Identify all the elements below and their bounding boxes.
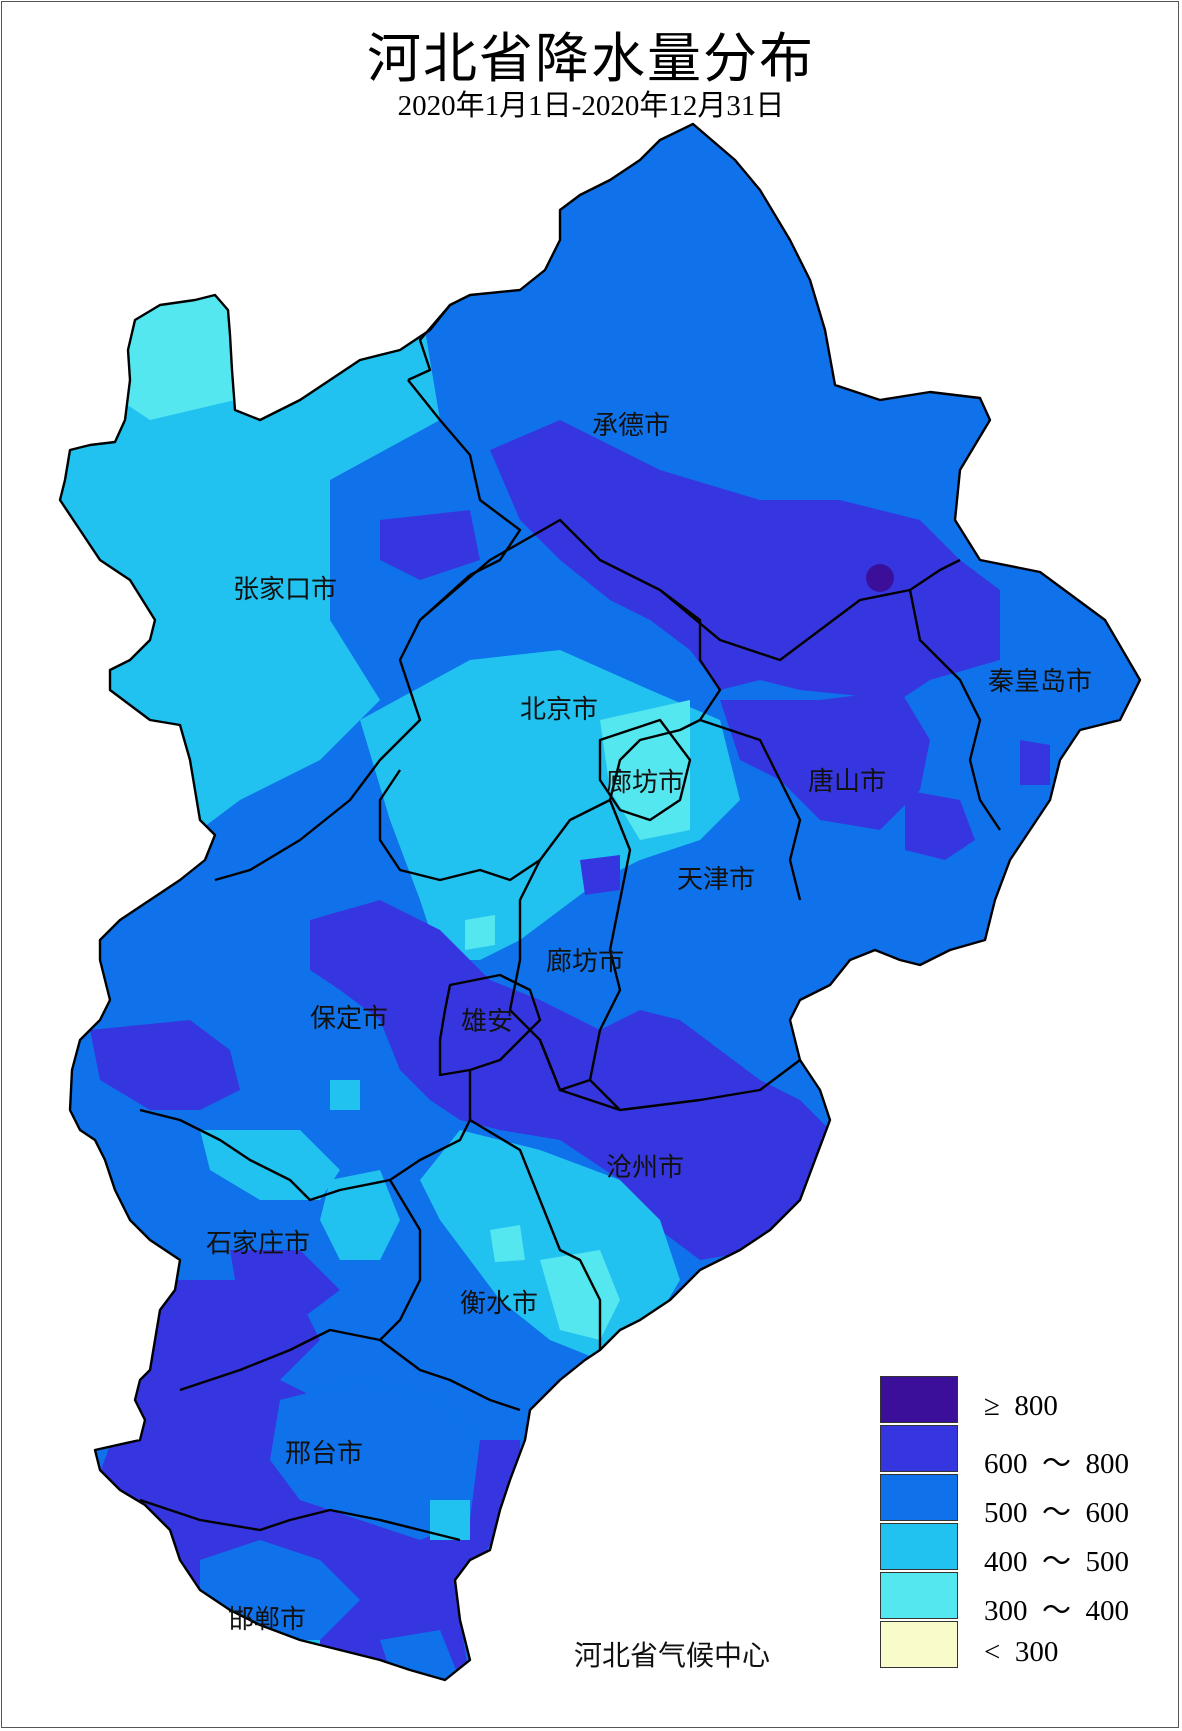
city-label-qinhuangdao: 秦皇岛市 bbox=[988, 667, 1092, 697]
city-label-zhangjiakou: 张家口市 bbox=[233, 575, 337, 605]
city-label-cangzhou: 沧州市 bbox=[606, 1153, 684, 1183]
legend-swatch-400-500 bbox=[880, 1523, 958, 1570]
city-label-handan: 邯郸市 bbox=[228, 1605, 306, 1635]
legend-label-500-600: 500 ～ 600 bbox=[984, 1497, 1130, 1529]
city-label-tianjin: 天津市 bbox=[677, 865, 755, 895]
legend-swatch-800-plus bbox=[880, 1376, 958, 1423]
city-label-chengde: 承德市 bbox=[592, 411, 670, 441]
legend-label-600-800: 600 ～ 800 bbox=[984, 1448, 1130, 1480]
city-label-langfang-north: 廊坊市 bbox=[606, 768, 684, 798]
legend-swatch-below-300 bbox=[880, 1621, 958, 1668]
map-title: 河北省降水量分布 bbox=[367, 27, 815, 90]
legend-swatch-300-400 bbox=[880, 1572, 958, 1619]
legend-label-300-400: 300 ～ 400 bbox=[984, 1595, 1130, 1627]
legend-label-400-500: 400 ～ 500 bbox=[984, 1546, 1130, 1578]
legend-label-800-plus: ≥ 800 bbox=[984, 1390, 1058, 1422]
city-label-xingtai: 邢台市 bbox=[285, 1439, 363, 1469]
city-label-langfang: 廊坊市 bbox=[546, 947, 624, 977]
city-label-xiongan: 雄安 bbox=[461, 1007, 513, 1037]
legend-label-below-300: < 300 bbox=[984, 1636, 1059, 1668]
credit-text: 河北省气候中心 bbox=[574, 1639, 771, 1672]
district-boundaries bbox=[58, 122, 1142, 1682]
city-label-tangshan: 唐山市 bbox=[808, 767, 886, 797]
city-label-shijiazhuang: 石家庄市 bbox=[206, 1229, 310, 1259]
city-label-beijing: 北京市 bbox=[520, 695, 598, 725]
legend-swatch-600-800 bbox=[880, 1425, 958, 1472]
map-subtitle: 2020年1月1日-2020年12月31日 bbox=[397, 90, 785, 122]
city-label-hengshui: 衡水市 bbox=[460, 1289, 538, 1319]
city-label-baoding: 保定市 bbox=[310, 1004, 388, 1034]
legend-swatch-500-600 bbox=[880, 1474, 958, 1521]
